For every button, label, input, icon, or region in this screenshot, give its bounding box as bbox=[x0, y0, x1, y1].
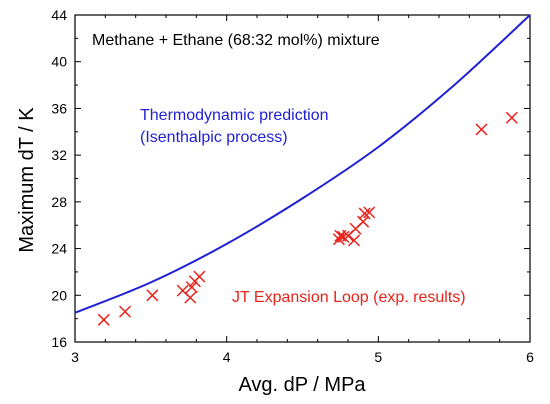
experimental-label: JT Expansion Loop (exp. results) bbox=[232, 289, 466, 306]
x-axis-ticks: 3 4 5 6 bbox=[71, 15, 534, 365]
data-point-marker bbox=[348, 234, 361, 247]
prediction-label-line1: Thermodynamic prediction bbox=[140, 107, 329, 124]
x-tick-label: 5 bbox=[374, 349, 382, 365]
data-point-marker bbox=[363, 206, 376, 219]
data-point-marker bbox=[97, 313, 110, 326]
data-point-marker bbox=[119, 305, 132, 318]
y-axis-ticks: 16 20 24 28 32 36 40 44 bbox=[51, 7, 530, 350]
data-point-marker bbox=[475, 123, 488, 136]
data-point-marker bbox=[337, 230, 350, 243]
prediction-label-line2: (Isenthalpic process) bbox=[140, 129, 288, 146]
data-point-marker bbox=[193, 270, 206, 283]
y-axis-title: Maximum dT / K bbox=[16, 107, 38, 253]
data-point-marker bbox=[505, 111, 518, 124]
y-tick-label: 36 bbox=[51, 100, 67, 116]
x-tick-label: 6 bbox=[526, 349, 534, 365]
x-tick-label: 3 bbox=[71, 349, 79, 365]
data-point-marker bbox=[146, 289, 159, 302]
chart-title: Methane + Ethane (68:32 mol%) mixture bbox=[92, 32, 380, 49]
data-point-marker bbox=[184, 291, 197, 304]
experimental-markers bbox=[97, 111, 518, 326]
y-tick-label: 32 bbox=[51, 147, 67, 163]
y-tick-label: 28 bbox=[51, 194, 67, 210]
y-tick-label: 40 bbox=[51, 54, 67, 70]
prediction-line bbox=[74, 14, 531, 314]
y-tick-label: 16 bbox=[51, 334, 67, 350]
y-tick-label: 44 bbox=[51, 7, 67, 23]
x-axis-title: Avg. dP / MPa bbox=[238, 374, 366, 396]
y-tick-label: 24 bbox=[51, 241, 67, 257]
x-tick-label: 4 bbox=[223, 349, 231, 365]
data-point-marker bbox=[185, 281, 198, 294]
y-tick-label: 20 bbox=[51, 287, 67, 303]
data-point-marker bbox=[358, 207, 371, 220]
